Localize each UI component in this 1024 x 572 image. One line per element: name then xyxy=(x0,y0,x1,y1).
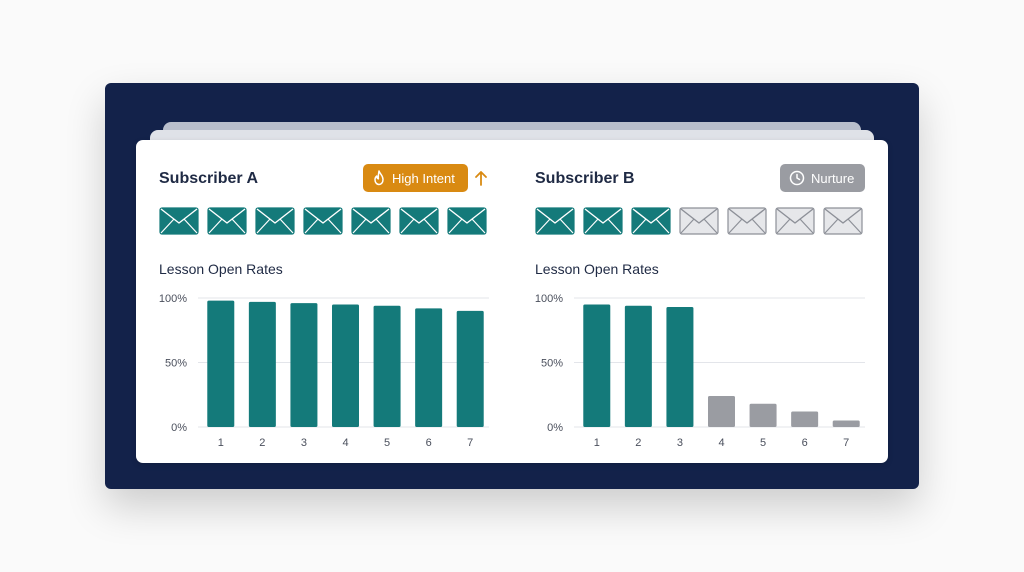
opened-email-icon xyxy=(583,207,623,235)
unopened-email-icon xyxy=(823,207,863,235)
y-tick-label: 100% xyxy=(159,293,187,305)
open-rate-chart: 100% 50% 0% 1 2 3 4 5 6 7 xyxy=(159,293,489,449)
bar xyxy=(583,304,611,427)
y-tick-label: 50% xyxy=(541,358,563,370)
opened-email-icon xyxy=(159,207,199,235)
bar xyxy=(791,411,819,427)
chart-label: Lesson Open Rates xyxy=(159,261,283,277)
subscriber-a-panel: Subscriber A High Intent Lesson Open Rat… xyxy=(136,140,512,463)
email-row xyxy=(535,207,863,235)
unopened-email-icon xyxy=(727,207,767,235)
subscriber-title: Subscriber B xyxy=(535,170,635,187)
bar xyxy=(832,420,860,427)
bar xyxy=(666,307,694,427)
opened-email-icon xyxy=(255,207,295,235)
x-tick-label: 5 xyxy=(760,437,766,449)
email-row xyxy=(159,207,487,235)
bar xyxy=(749,403,777,427)
opened-email-icon xyxy=(535,207,575,235)
bar xyxy=(415,308,443,427)
arrow-up-icon xyxy=(475,171,487,186)
chart-label: Lesson Open Rates xyxy=(535,261,659,277)
x-tick-label: 7 xyxy=(467,437,473,449)
high-intent-badge: High Intent xyxy=(363,164,468,192)
y-tick-label: 100% xyxy=(535,293,563,305)
x-tick-label: 4 xyxy=(718,437,724,449)
unopened-email-icon xyxy=(679,207,719,235)
comparison-card: Subscriber A High Intent Lesson Open Rat… xyxy=(136,140,888,463)
x-tick-label: 1 xyxy=(218,437,224,449)
subscriber-title: Subscriber A xyxy=(159,170,258,187)
x-tick-label: 5 xyxy=(384,437,390,449)
bar xyxy=(708,396,735,427)
unopened-email-icon xyxy=(775,207,815,235)
x-tick-label: 2 xyxy=(635,437,641,449)
flame-icon xyxy=(374,170,384,186)
x-tick-label: 1 xyxy=(594,437,600,449)
bar xyxy=(456,310,484,427)
bar xyxy=(624,305,652,427)
opened-email-icon xyxy=(631,207,671,235)
bar xyxy=(373,305,401,427)
x-tick-label: 7 xyxy=(843,437,849,449)
bar xyxy=(207,300,235,427)
clock-icon xyxy=(789,170,805,186)
opened-email-icon xyxy=(351,207,391,235)
nurture-badge: Nurture xyxy=(780,164,865,192)
opened-email-icon xyxy=(399,207,439,235)
x-tick-label: 3 xyxy=(301,437,307,449)
x-tick-label: 6 xyxy=(802,437,808,449)
opened-email-icon xyxy=(207,207,247,235)
x-tick-label: 2 xyxy=(259,437,265,449)
subscriber-b-panel: Subscriber B Nurture Lesson Open Rates 1… xyxy=(512,140,888,463)
bar xyxy=(332,304,359,427)
y-tick-label: 0% xyxy=(547,422,563,434)
y-tick-label: 0% xyxy=(171,422,187,434)
bar xyxy=(248,301,276,427)
opened-email-icon xyxy=(303,207,343,235)
x-tick-label: 3 xyxy=(677,437,683,449)
open-rate-chart: 100% 50% 0% 1 2 3 4 5 6 7 xyxy=(535,293,865,449)
badge-label: High Intent xyxy=(392,170,455,186)
y-tick-label: 50% xyxy=(165,358,187,370)
bar xyxy=(290,303,318,427)
badge-label: Nurture xyxy=(811,170,855,186)
x-tick-label: 4 xyxy=(342,437,348,449)
x-tick-label: 6 xyxy=(426,437,432,449)
opened-email-icon xyxy=(447,207,487,235)
